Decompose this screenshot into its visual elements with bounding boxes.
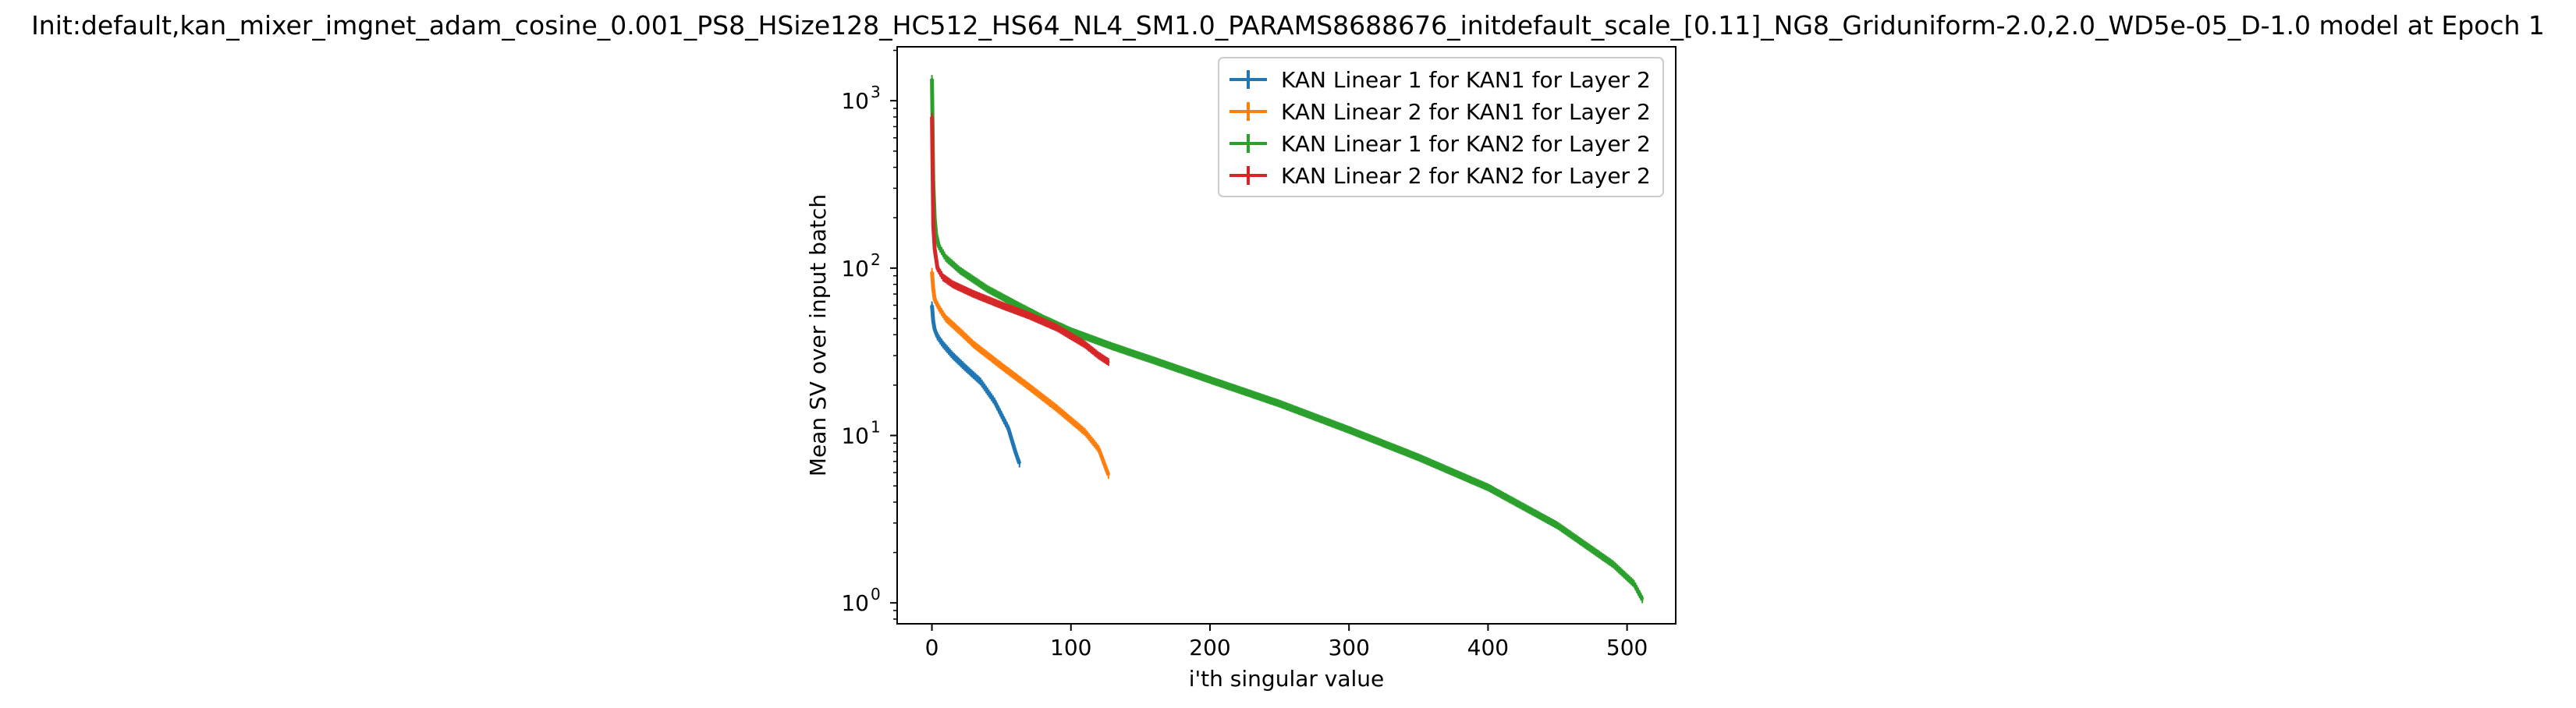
data-point xyxy=(942,343,945,346)
y-tick-label: 10 xyxy=(841,590,869,616)
data-point xyxy=(951,354,954,357)
legend-item: KAN Linear 1 for KAN1 for Layer 2 xyxy=(1229,67,1651,93)
series-errorbars-1 xyxy=(931,301,1020,468)
data-point xyxy=(944,257,947,260)
data-point xyxy=(958,269,961,272)
x-tick-label: 200 xyxy=(1189,635,1230,660)
legend-item: KAN Linear 2 for KAN2 for Layer 2 xyxy=(1229,163,1651,189)
data-point xyxy=(993,400,996,403)
y-tick-exponent: 0 xyxy=(871,585,881,604)
y-tick-exponent: 3 xyxy=(871,83,881,101)
data-point xyxy=(986,288,989,291)
data-point xyxy=(938,245,940,248)
series-errorbars-3 xyxy=(931,75,1644,604)
legend: KAN Linear 1 for KAN1 for Layer 2 KAN Lin… xyxy=(1218,57,1664,197)
y-tick-label: 10 xyxy=(841,88,869,114)
data-point xyxy=(1612,563,1615,566)
data-point xyxy=(1018,462,1021,465)
data-point xyxy=(1084,430,1087,434)
series-errorbars-4 xyxy=(931,113,1109,366)
data-point xyxy=(951,283,954,286)
series-3 xyxy=(930,75,1645,604)
legend-label: KAN Linear 1 for KAN2 for Layer 2 xyxy=(1281,131,1651,157)
series-1 xyxy=(930,301,1022,468)
data-point xyxy=(1208,378,1212,381)
data-point xyxy=(1056,326,1059,329)
series-errorbars-2 xyxy=(931,267,1109,480)
legend-item: KAN Linear 2 for KAN1 for Layer 2 xyxy=(1229,99,1651,125)
series-line-1 xyxy=(930,305,1022,465)
data-point xyxy=(931,271,934,274)
data-point xyxy=(1556,524,1559,527)
data-point xyxy=(933,298,936,301)
x-axis-label: i'th singular value xyxy=(1189,666,1385,692)
x-tick-label: 100 xyxy=(1050,635,1091,660)
data-point xyxy=(1014,303,1017,306)
data-point xyxy=(931,304,934,306)
series-2 xyxy=(930,267,1111,480)
y-tick-exponent: 1 xyxy=(871,418,881,437)
data-point xyxy=(931,115,934,119)
data-point xyxy=(931,77,934,80)
data-point xyxy=(1000,304,1003,306)
data-point xyxy=(958,330,961,333)
data-point xyxy=(936,267,939,270)
data-point xyxy=(965,367,968,370)
data-point xyxy=(1153,359,1156,362)
data-point xyxy=(1027,314,1031,317)
data-point xyxy=(1633,582,1635,586)
x-tick-label: 0 xyxy=(925,635,939,660)
data-point xyxy=(1097,354,1100,357)
data-point xyxy=(933,247,936,250)
data-point xyxy=(1111,345,1114,348)
legend-item: KAN Linear 1 for KAN2 for Layer 2 xyxy=(1229,131,1651,157)
data-point xyxy=(931,288,935,291)
data-point xyxy=(1084,343,1087,346)
data-point xyxy=(938,306,940,310)
data-point xyxy=(1056,407,1059,410)
data-point xyxy=(942,276,945,279)
data-point xyxy=(931,224,935,227)
x-tick-label: 500 xyxy=(1606,635,1648,660)
data-point xyxy=(933,328,936,331)
data-point xyxy=(1347,428,1350,431)
chart-title: Init:default,kan_mixer_imgnet_adam_cosin… xyxy=(31,10,2545,41)
data-point xyxy=(1278,402,1281,405)
data-point xyxy=(1007,427,1010,430)
data-point xyxy=(979,380,982,383)
data-point xyxy=(1000,364,1003,367)
data-point xyxy=(1097,448,1100,451)
x-tick-label: 300 xyxy=(1328,635,1369,660)
data-point xyxy=(1107,360,1110,363)
y-axis-label: Mean SV over input batch xyxy=(805,194,831,476)
data-point xyxy=(1014,450,1017,453)
legend-label: KAN Linear 2 for KAN1 for Layer 2 xyxy=(1281,99,1651,125)
data-point xyxy=(972,292,975,296)
y-tick-label: 10 xyxy=(841,423,869,449)
data-point xyxy=(1486,486,1489,489)
data-point xyxy=(1641,598,1644,601)
y-tick-exponent: 2 xyxy=(871,250,881,269)
legend-label: KAN Linear 2 for KAN2 for Layer 2 xyxy=(1281,163,1651,189)
data-point xyxy=(931,320,935,323)
series-group xyxy=(930,75,1645,604)
data-point xyxy=(1107,473,1110,476)
x-tick-label: 400 xyxy=(1467,635,1509,660)
data-point xyxy=(1417,456,1420,459)
y-tick-label: 10 xyxy=(841,256,869,281)
legend-box xyxy=(1218,57,1664,197)
data-point xyxy=(1070,330,1073,333)
data-point xyxy=(936,335,939,338)
series-4 xyxy=(930,113,1110,366)
series-line-4 xyxy=(930,116,1110,364)
legend-label: KAN Linear 1 for KAN1 for Layer 2 xyxy=(1281,67,1651,93)
data-point xyxy=(944,317,947,320)
data-point xyxy=(1027,385,1031,388)
data-point xyxy=(972,343,975,346)
